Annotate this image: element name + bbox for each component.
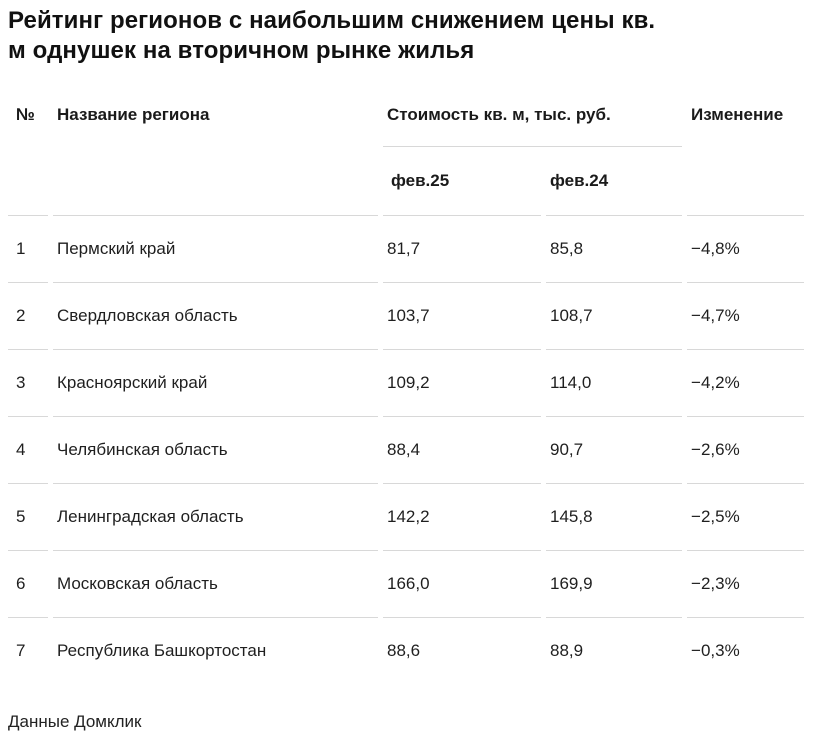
cell-change: −4,7% — [687, 282, 805, 349]
cell-change: −2,6% — [687, 416, 805, 483]
cell-region: Челябинская область — [53, 416, 378, 483]
cell-rank: 7 — [8, 617, 48, 684]
col-subheader-feb25: фев.25 — [391, 171, 450, 190]
page-title: Рейтинг регионов с наибольшим снижением … — [8, 6, 812, 66]
table-row: 5 Ленинградская область 142,2 145,8 −2,5… — [8, 483, 805, 550]
cell-region: Московская область — [53, 550, 378, 617]
cell-rank: 1 — [8, 215, 48, 282]
table-row: 3 Красноярский край 109,2 114,0 −4,2% — [8, 349, 805, 416]
table-header-row: № Название региона Стоимость кв. м, тыс.… — [8, 66, 804, 147]
table-subheader-row: фев.25 фев.24 — [8, 147, 804, 215]
data-source-note: Данные Домклик — [8, 712, 142, 731]
table-head: № Название региона Стоимость кв. м, тыс.… — [8, 66, 804, 215]
col-header-change: Изменение — [691, 105, 784, 124]
cell-price-feb24: 88,9 — [546, 617, 683, 684]
cell-rank: 3 — [8, 349, 48, 416]
col-header-price-group: Стоимость кв. м, тыс. руб. — [383, 66, 683, 147]
cell-change: −0,3% — [687, 617, 805, 684]
cell-rank: 2 — [8, 282, 48, 349]
cell-price-feb25: 81,7 — [383, 215, 541, 282]
cell-region: Свердловская область — [53, 282, 378, 349]
cell-rank: 5 — [8, 483, 48, 550]
cell-price-feb24: 114,0 — [546, 349, 683, 416]
col-subheader-feb24: фев.24 — [550, 171, 609, 190]
col-header-num: № — [16, 105, 35, 124]
cell-price-feb24: 90,7 — [546, 416, 683, 483]
page-title-line2: м однушек на вторичном рынке жилья — [8, 37, 475, 64]
cell-region: Республика Башкортостан — [53, 617, 378, 684]
cell-price-feb25: 109,2 — [383, 349, 541, 416]
cell-price-feb24: 85,8 — [546, 215, 683, 282]
col-header-region: Название региона — [57, 105, 210, 124]
table-row: 6 Московская область 166,0 169,9 −2,3% — [8, 550, 805, 617]
cell-region: Ленинградская область — [53, 483, 378, 550]
cell-change: −4,8% — [687, 215, 805, 282]
cell-rank: 6 — [8, 550, 48, 617]
cell-price-feb24: 108,7 — [546, 282, 683, 349]
regions-ranking-table: № Название региона Стоимость кв. м, тыс.… — [3, 66, 809, 684]
cell-price-feb25: 142,2 — [383, 483, 541, 550]
table-row: 7 Республика Башкортостан 88,6 88,9 −0,3… — [8, 617, 805, 684]
table-row: 2 Свердловская область 103,7 108,7 −4,7% — [8, 282, 805, 349]
table-row: 1 Пермский край 81,7 85,8 −4,8% — [8, 215, 805, 282]
cell-region: Красноярский край — [53, 349, 378, 416]
page-title-line1: Рейтинг регионов с наибольшим снижением … — [8, 7, 656, 34]
cell-price-feb25: 103,7 — [383, 282, 541, 349]
cell-change: −2,3% — [687, 550, 805, 617]
cell-change: −2,5% — [687, 483, 805, 550]
cell-price-feb25: 166,0 — [383, 550, 541, 617]
cell-price-feb24: 169,9 — [546, 550, 683, 617]
cell-rank: 4 — [8, 416, 48, 483]
table-row: 4 Челябинская область 88,4 90,7 −2,6% — [8, 416, 805, 483]
cell-price-feb25: 88,6 — [383, 617, 541, 684]
cell-price-feb25: 88,4 — [383, 416, 541, 483]
cell-price-feb24: 145,8 — [546, 483, 683, 550]
cell-region: Пермский край — [53, 215, 378, 282]
table-body: 1 Пермский край 81,7 85,8 −4,8% 2 Свердл… — [8, 215, 805, 684]
cell-change: −4,2% — [687, 349, 805, 416]
